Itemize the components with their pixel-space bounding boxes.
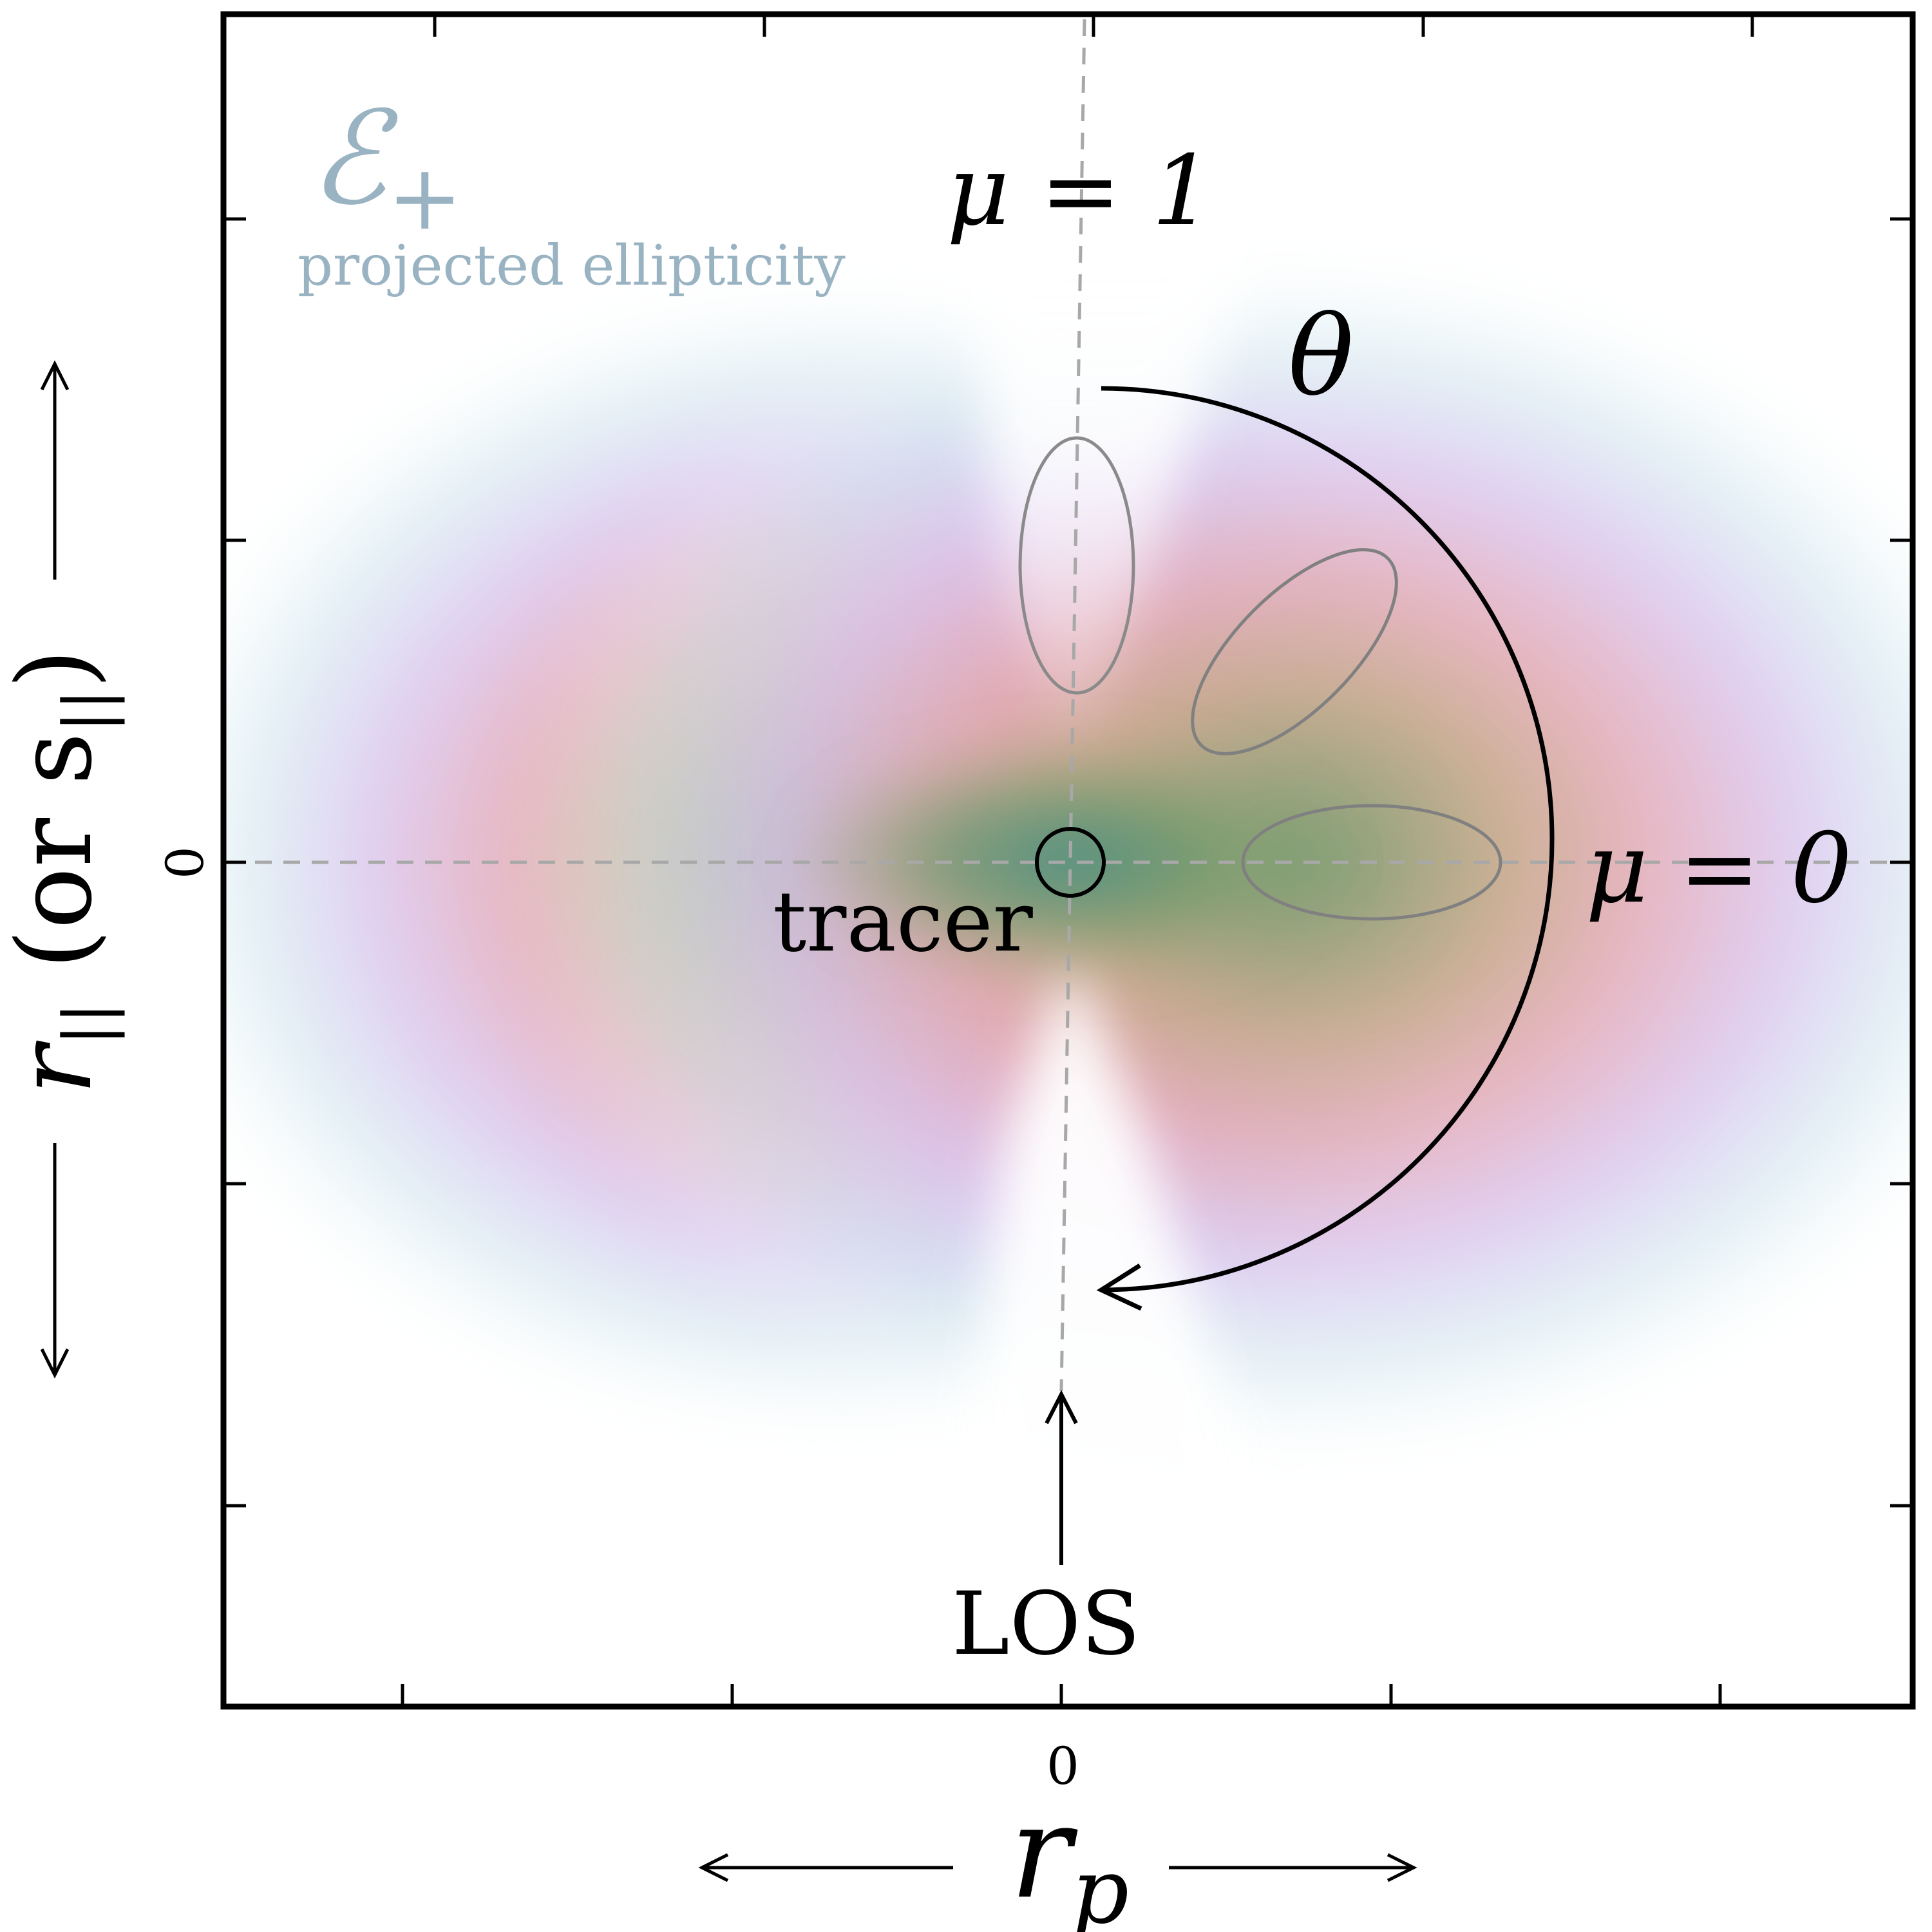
tracer-label: tracer <box>773 873 1034 971</box>
x-axis-label-main: r <box>1010 1777 1078 1927</box>
y-tick-label-zero: 0 <box>155 846 215 879</box>
x-axis-arrowhead-right <box>1387 1853 1417 1882</box>
core-glow <box>792 737 1346 982</box>
ellipticity-symbol-main: ℰ <box>309 84 399 234</box>
los-arrowhead <box>1045 1390 1078 1425</box>
mu-one-label: μ = 1 <box>947 135 1213 247</box>
y-axis-arrowhead-up <box>40 360 70 391</box>
theta-arc <box>1101 386 1555 1293</box>
mu-zero-label: μ = 0 <box>1586 813 1852 925</box>
y-axis-label: r|| (or s||) <box>0 649 125 1095</box>
x-axis-arrowhead-left <box>698 1853 729 1882</box>
ellipticity-field <box>223 14 1913 1707</box>
ellipticity-symbol-sub: + <box>387 146 462 251</box>
theta-arrowhead <box>1096 1264 1142 1311</box>
lower-gap <box>934 953 1320 1707</box>
tick-marks <box>223 14 1913 1707</box>
ellipse-vertical <box>1018 436 1135 695</box>
upper-gap <box>934 14 1320 773</box>
tracer-marker <box>1035 827 1106 898</box>
theta-label: θ <box>1288 293 1354 421</box>
y-axis-label-rest: (or s <box>0 732 115 1002</box>
x-axis-label-sub: p <box>1072 1839 1130 1932</box>
vertical-dashed-line <box>1059 19 1086 1392</box>
los-label: LOS <box>952 1573 1141 1674</box>
ellipticity-symbol: ℰ+ <box>309 84 462 251</box>
ellipse-horizontal <box>1241 804 1502 921</box>
y-axis-label-main: r <box>0 1040 115 1095</box>
ellipticity-caption: projected ellipticity <box>298 234 846 298</box>
ellipse-diagonal <box>1191 548 1398 755</box>
x-tick-label-zero: 0 <box>1046 1736 1079 1796</box>
x-axis-label: rp <box>1010 1777 1129 1932</box>
y-axis-arrowhead-down <box>40 1348 70 1379</box>
y-axis-label-sub: || <box>50 1002 125 1045</box>
plot-frame <box>220 11 1916 1710</box>
y-axis-label-close: ) <box>0 649 115 688</box>
y-axis-label-rest-sub: || <box>50 689 125 732</box>
